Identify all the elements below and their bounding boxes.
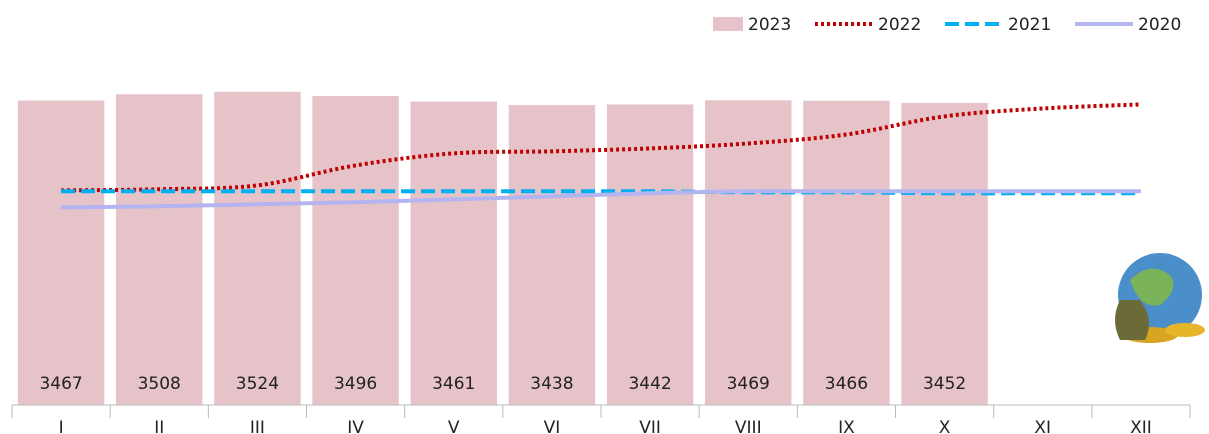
x-tick-label: V xyxy=(448,418,460,434)
legend-label: 2021 xyxy=(1008,15,1051,35)
x-tick-label: I xyxy=(59,418,64,434)
legend-item: 2020 xyxy=(1075,15,1181,35)
x-tick-label: XI xyxy=(1034,418,1051,434)
bar xyxy=(116,94,203,405)
x-tick-label: VI xyxy=(544,418,561,434)
bar xyxy=(606,104,694,405)
bar-value-label: 3452 xyxy=(923,374,966,394)
legend-item: 2022 xyxy=(815,15,921,35)
bar xyxy=(410,101,497,405)
x-tick-label: XII xyxy=(1130,418,1152,434)
x-tick-label: IV xyxy=(347,418,364,434)
legend-label: 2022 xyxy=(878,15,921,35)
bar-value-label: 3508 xyxy=(138,374,181,394)
bar xyxy=(17,100,105,405)
bar-value-label: 3469 xyxy=(727,374,770,394)
x-tick-label: VIII xyxy=(735,418,762,434)
bar xyxy=(705,100,792,406)
bar-value-label: 3524 xyxy=(236,374,279,394)
bar-value-label: 3466 xyxy=(825,374,868,394)
x-tick-label: VII xyxy=(639,418,661,434)
bar-value-label: 3467 xyxy=(39,374,82,394)
bar-value-label: 3461 xyxy=(432,374,475,394)
legend-label: 2020 xyxy=(1138,15,1181,35)
bar xyxy=(312,96,399,405)
bar xyxy=(901,102,988,406)
bar xyxy=(803,100,890,405)
legend-swatch xyxy=(713,17,743,31)
legend-label: 2023 xyxy=(748,15,791,35)
decor-icon xyxy=(1115,253,1205,343)
legend-item: 2021 xyxy=(945,15,1051,35)
bar xyxy=(508,105,596,406)
line-series xyxy=(61,102,1142,193)
bar-value-label: 3442 xyxy=(628,374,671,394)
line-series xyxy=(61,189,1141,196)
x-tick-label: IX xyxy=(838,418,855,434)
bar-value-label: 3496 xyxy=(334,374,377,394)
legend-item: 2023 xyxy=(713,15,791,35)
line-series xyxy=(61,189,1141,210)
bar-value-label: 3438 xyxy=(530,374,573,394)
x-tick-label: X xyxy=(939,418,951,434)
x-tick-label: II xyxy=(154,418,164,434)
bar xyxy=(214,91,301,405)
x-tick-label: III xyxy=(250,418,265,434)
